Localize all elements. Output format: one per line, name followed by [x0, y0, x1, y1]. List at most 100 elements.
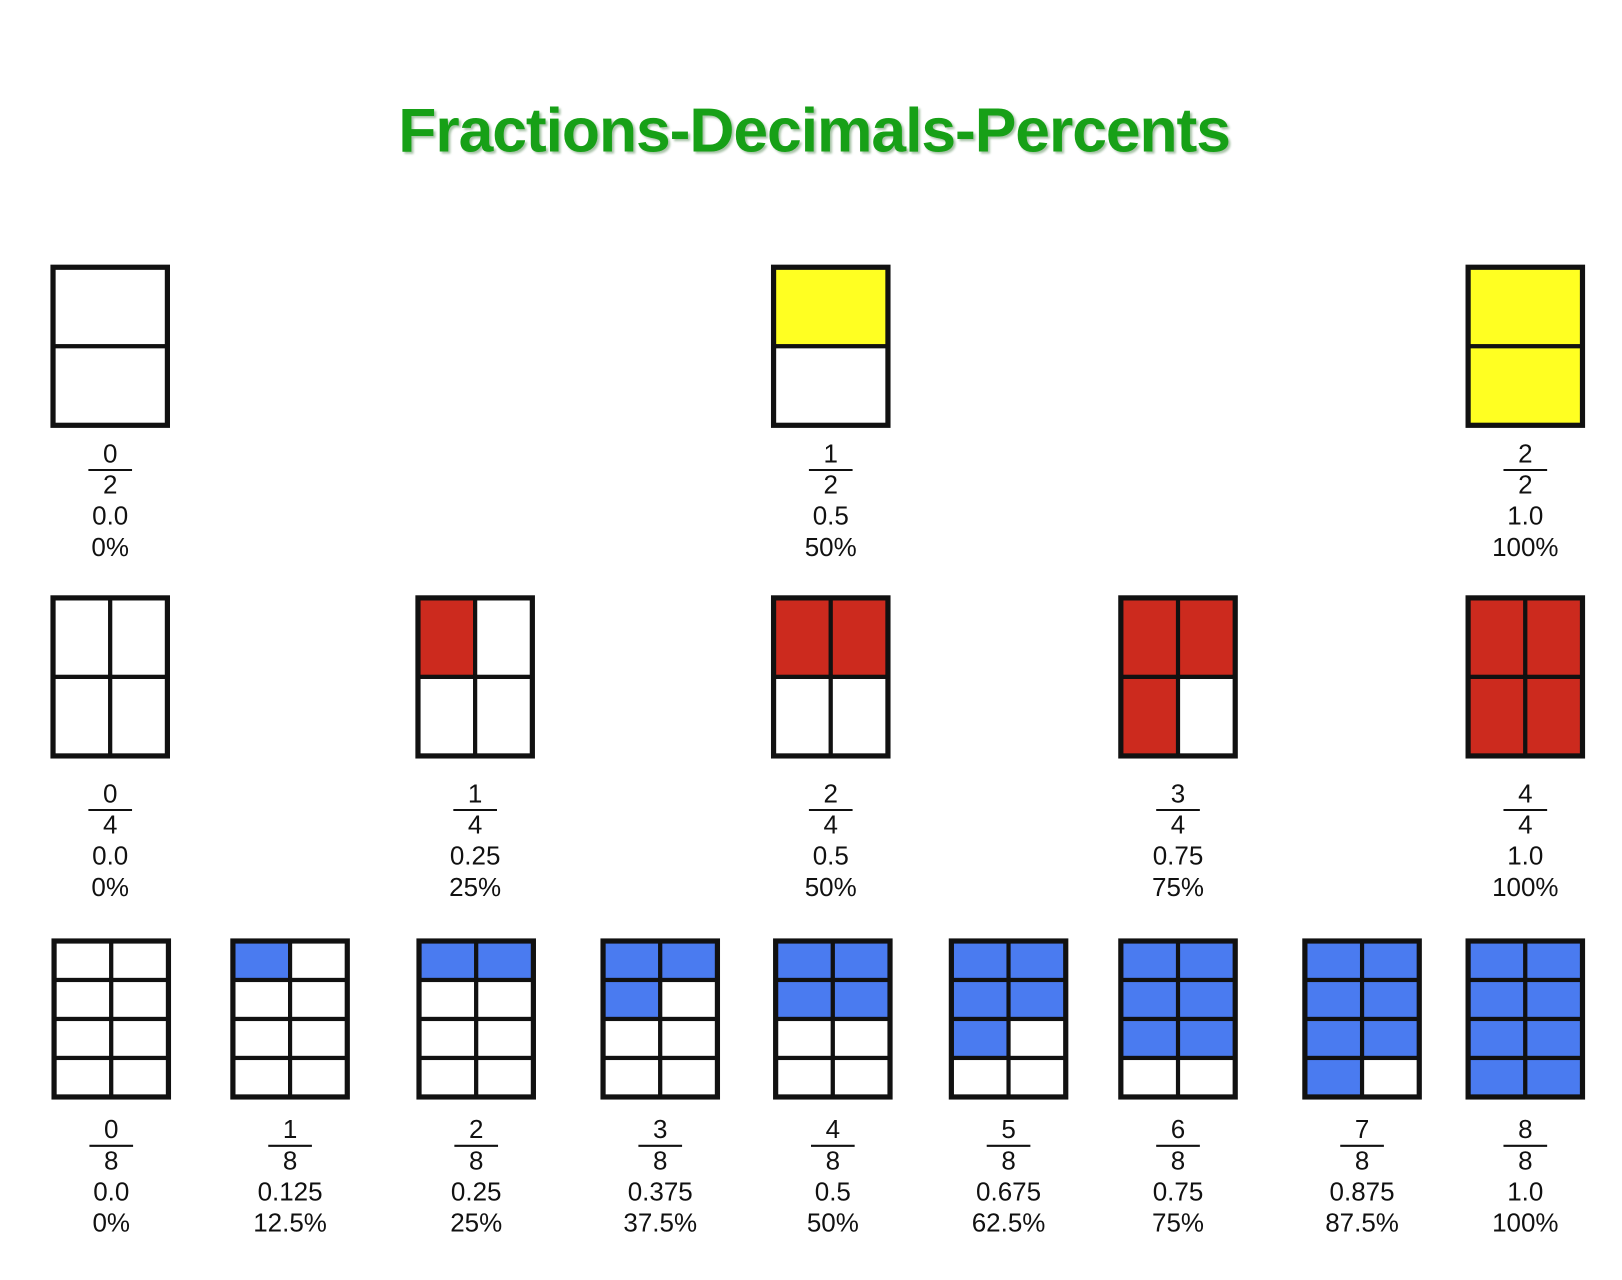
shaded-part [1523, 977, 1585, 1022]
part [50, 265, 170, 349]
model-border [50, 595, 170, 759]
part [108, 674, 170, 759]
part [474, 1016, 536, 1061]
numerator: 3 [1171, 778, 1185, 808]
shaded-part [1523, 1055, 1585, 1100]
denominator: 4 [1171, 809, 1185, 839]
shaded-part [1118, 977, 1181, 1022]
shaded-part [600, 977, 663, 1022]
shaded-part [1466, 595, 1528, 679]
percent: 87.5% [1325, 1208, 1399, 1238]
fraction-model [230, 938, 350, 1100]
shaded-part [1466, 265, 1585, 349]
model-border [1302, 938, 1422, 1100]
part [50, 344, 170, 428]
numerator: 2 [469, 1114, 483, 1144]
part [828, 674, 891, 759]
shaded-part [949, 938, 1011, 983]
model-border [1465, 938, 1586, 1100]
part [108, 595, 170, 679]
model-border [50, 264, 170, 428]
part [773, 1055, 835, 1100]
part [773, 1016, 835, 1061]
shaded-part [1302, 977, 1365, 1022]
part [1359, 1055, 1422, 1100]
part [658, 977, 720, 1022]
shaded-part [830, 938, 893, 983]
denominator: 8 [1355, 1145, 1369, 1175]
percent: 25% [450, 1208, 502, 1238]
shaded-part [1523, 938, 1585, 983]
shaded-part [416, 938, 479, 983]
shaded-part [600, 938, 663, 983]
part [230, 1055, 293, 1100]
denominator: 8 [1171, 1145, 1185, 1175]
shaded-part [1302, 938, 1365, 983]
decimal: 0.375 [628, 1177, 693, 1207]
part [473, 595, 535, 679]
numerator: 1 [468, 778, 482, 808]
part [473, 674, 535, 759]
denominator: 4 [824, 809, 838, 839]
part [1006, 1055, 1068, 1100]
decimal: 0.75 [1153, 841, 1204, 871]
part [230, 977, 293, 1022]
model-border [416, 938, 536, 1100]
fraction-model [948, 938, 1069, 1100]
part [50, 674, 113, 759]
numerator: 0 [103, 778, 117, 808]
shaded-part [1006, 977, 1068, 1022]
model-border [770, 264, 891, 428]
percent: 0% [92, 1208, 130, 1238]
part [50, 595, 113, 679]
fraction-model [415, 595, 535, 759]
shaded-part [1466, 344, 1585, 428]
part [1006, 1016, 1068, 1061]
numerator: 7 [1355, 1114, 1369, 1144]
fraction-model [1465, 264, 1586, 428]
part [288, 938, 350, 983]
part [288, 1016, 350, 1061]
percent: 50% [805, 872, 857, 902]
percent: 12.5% [253, 1208, 327, 1238]
part [288, 1055, 350, 1100]
model-border [1118, 938, 1238, 1100]
decimal: 0.675 [976, 1177, 1041, 1207]
shaded-part [1175, 595, 1238, 679]
shaded-part [1466, 674, 1528, 759]
decimal: 0.0 [92, 841, 128, 871]
shaded-part [1302, 1055, 1365, 1100]
shaded-part [773, 977, 835, 1022]
denominator: 8 [469, 1145, 483, 1175]
fraction-model [1465, 938, 1586, 1100]
part [416, 1055, 479, 1100]
part [830, 1055, 893, 1100]
numerator: 1 [824, 438, 838, 468]
part [109, 1016, 171, 1061]
decimal: 0.25 [450, 841, 501, 871]
model-border [1465, 595, 1586, 759]
part [830, 1016, 893, 1061]
part [771, 674, 833, 759]
percent: 100% [1492, 872, 1558, 902]
denominator: 2 [824, 469, 838, 499]
part [109, 977, 171, 1022]
part [51, 1016, 114, 1061]
percent: 50% [807, 1208, 859, 1238]
part [658, 1055, 720, 1100]
part [51, 977, 114, 1022]
shaded-part [828, 595, 891, 679]
shaded-part [771, 265, 891, 349]
shaded-part [1523, 674, 1585, 759]
shaded-part [1466, 938, 1528, 983]
numerator: 6 [1171, 1114, 1185, 1144]
part [415, 674, 478, 759]
percent: 100% [1492, 532, 1558, 562]
fraction-model [1465, 595, 1586, 759]
denominator: 8 [653, 1145, 667, 1175]
decimal: 1.0 [1507, 1177, 1543, 1207]
decimal: 0.0 [92, 501, 128, 531]
decimal: 0.75 [1153, 1177, 1204, 1207]
part [658, 1016, 720, 1061]
